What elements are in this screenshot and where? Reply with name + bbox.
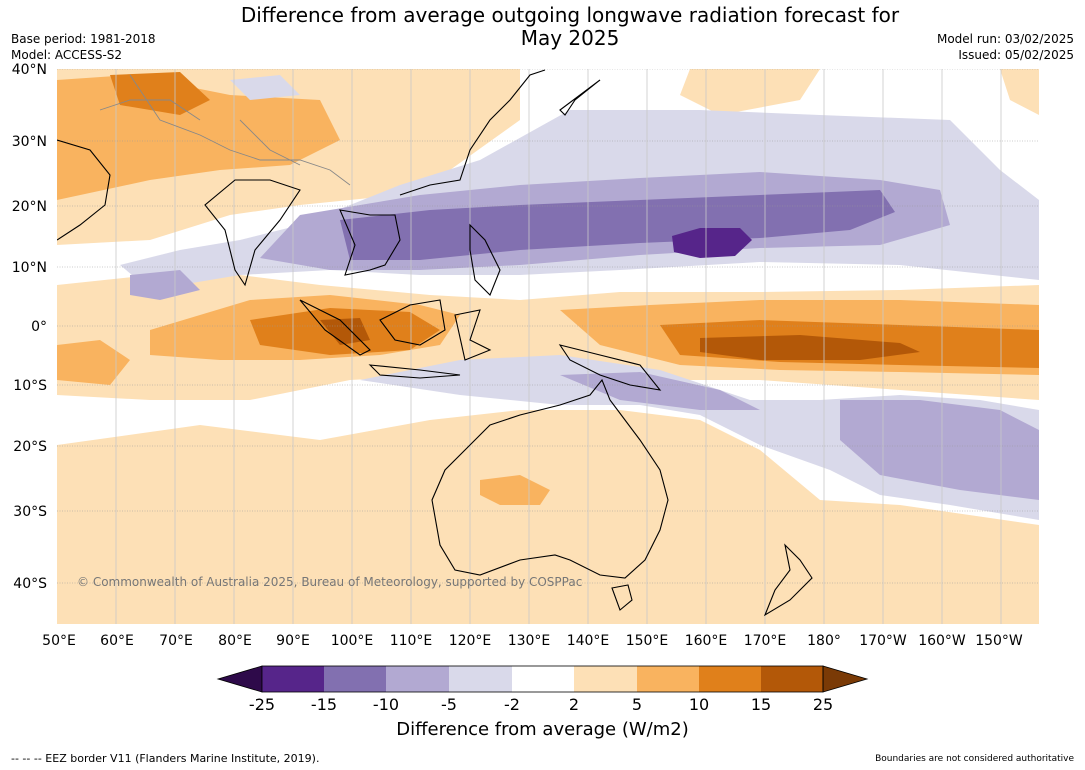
coastline-new-guinea xyxy=(558,344,662,391)
moderate-positive-region-australia xyxy=(480,475,550,505)
very-strong-negative-region xyxy=(672,228,752,258)
positive-anomaly-band-far-ne xyxy=(1000,69,1039,115)
coastline-tasmania xyxy=(611,584,633,611)
colorbar-segment xyxy=(512,666,574,692)
colorbar-tick: 5 xyxy=(632,695,642,714)
colorbar-segment xyxy=(761,666,823,692)
lat-label: 40°S xyxy=(13,576,47,592)
copyright-notice: © Commonwealth of Australia 2025, Bureau… xyxy=(77,575,582,589)
lat-label: 20°N xyxy=(12,199,47,215)
strong-negative-region xyxy=(340,190,895,260)
lon-label: 100°E xyxy=(331,633,374,649)
colorbar-tick: 10 xyxy=(689,695,709,714)
lon-label: 80°E xyxy=(218,633,252,649)
coastline-borneo xyxy=(379,299,446,346)
lon-label: 170°E xyxy=(744,633,787,649)
colorbar-segment xyxy=(262,666,324,692)
lon-label: 50°E xyxy=(42,633,76,649)
moderate-positive-region-west xyxy=(57,340,130,385)
colorbar-min-arrow xyxy=(216,665,263,693)
colorbar-tick: -25 xyxy=(249,695,275,714)
lon-label: 150°W xyxy=(975,633,1023,649)
base-period: Base period: 1981-2018 xyxy=(11,32,156,46)
coastline-philippines xyxy=(469,223,501,296)
moderate-negative-region-west xyxy=(130,270,200,300)
moderate-negative-region-south xyxy=(560,372,760,410)
colorbar-segment xyxy=(449,666,512,692)
latitude-labels: 40°N 30°N 20°N 10°N 0° 10°S 20°S 30°S 40… xyxy=(12,62,47,592)
lon-label: 110°E xyxy=(390,633,433,649)
lat-label: 30°S xyxy=(13,504,47,520)
lat-label: 30°N xyxy=(12,134,47,150)
longitude-labels: 50°E 60°E 70°E 80°E 90°E 100°E 110°E 120… xyxy=(42,633,1023,649)
lon-label: 130°E xyxy=(508,633,551,649)
lon-label: 120°E xyxy=(449,633,492,649)
graticule xyxy=(57,69,1039,584)
lon-label: 60°E xyxy=(100,633,134,649)
coastline-java xyxy=(368,364,461,379)
chart-title: Difference from average outgoing longwav… xyxy=(0,4,1085,50)
colorbar-segment xyxy=(324,666,386,692)
coastlines xyxy=(57,69,813,617)
negative-anomaly-band-north xyxy=(230,75,300,100)
lat-label: 10°S xyxy=(13,378,47,394)
lat-label: 0° xyxy=(31,319,47,335)
model-name: Model: ACCESS-S2 xyxy=(11,48,123,62)
country-borders xyxy=(99,74,351,186)
lat-label: 20°S xyxy=(13,439,47,455)
colorbar-tick: -15 xyxy=(311,695,337,714)
coastline-sulawesi xyxy=(454,309,492,361)
lon-label: 160°W xyxy=(918,633,966,649)
colorbar-segment xyxy=(637,666,699,692)
coastline-sumatra xyxy=(299,299,371,356)
eez-border-note: -- -- -- EEZ border V11 (Flanders Marine… xyxy=(11,752,320,765)
colorbar-tick: -2 xyxy=(504,695,520,714)
lat-label: 40°N xyxy=(12,62,47,78)
coastline-japan xyxy=(559,79,601,116)
colorbar-tick: 15 xyxy=(751,695,771,714)
positive-anomaly-band-south xyxy=(57,410,1039,624)
issued-date: Issued: 05/02/2025 xyxy=(958,48,1074,62)
coastline-arabia-africa xyxy=(57,139,111,241)
metadata-left: Base period: 1981-2018 Model: ACCESS-S2 xyxy=(11,31,156,63)
positive-anomaly-band-ne xyxy=(680,69,820,115)
lon-label: 180° xyxy=(807,633,841,649)
very-strong-positive-region xyxy=(700,335,920,360)
lon-label: 70°E xyxy=(159,633,193,649)
moderate-negative-region-se xyxy=(840,400,1039,500)
coastline-east-asia xyxy=(399,69,546,196)
colorbar-tick: -5 xyxy=(441,695,457,714)
colorbar-tick: 25 xyxy=(813,695,833,714)
colorbar-max-arrow xyxy=(822,665,869,693)
colorbar-segment xyxy=(699,666,761,692)
meridians xyxy=(115,69,1002,624)
coastline-india xyxy=(204,179,301,287)
colorbar-segment xyxy=(386,666,449,692)
lon-label: 150°E xyxy=(626,633,669,649)
title-line-2: May 2025 xyxy=(520,26,620,50)
colorbar-tick: 2 xyxy=(569,695,579,714)
map-field: © Commonwealth of Australia 2025, Bureau… xyxy=(57,69,1039,624)
lon-label: 170°W xyxy=(859,633,907,649)
boundaries-disclaimer: Boundaries are not considered authoritat… xyxy=(875,754,1074,764)
coastline-new-zealand xyxy=(763,543,813,617)
coastline-australia xyxy=(431,378,669,579)
colorbar-tick: -10 xyxy=(373,695,399,714)
lat-label: 10°N xyxy=(12,260,47,276)
lon-label: 140°E xyxy=(567,633,610,649)
lon-label: 160°E xyxy=(685,633,728,649)
colorbar-label: Difference from average (W/m2) xyxy=(396,719,689,740)
metadata-right: Model run: 03/02/2025 Issued: 05/02/2025 xyxy=(937,31,1074,63)
model-run: Model run: 03/02/2025 xyxy=(936,32,1074,46)
negative-anomaly-band-south xyxy=(360,355,1039,520)
title-line-1: Difference from average outgoing longwav… xyxy=(240,3,900,27)
coastline-indochina xyxy=(339,209,401,276)
lon-label: 90°E xyxy=(276,633,310,649)
colorbar: -25 -15 -10 -5 -2 2 5 10 15 25 xyxy=(216,665,869,714)
colorbar-segment xyxy=(574,666,637,692)
